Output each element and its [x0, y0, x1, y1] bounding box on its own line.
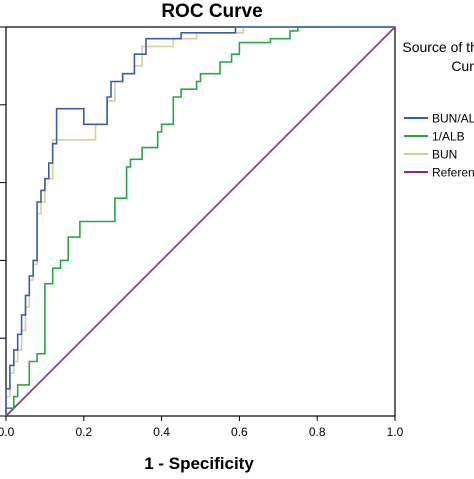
series-line-reference-line — [5, 26, 396, 417]
x-tick-label: 0.0 — [0, 425, 15, 439]
x-tick-label: 0.6 — [231, 425, 248, 439]
x-tick-label: 0.4 — [153, 425, 170, 439]
legend-label-bun: BUN — [432, 148, 457, 162]
legend-label-1-alb: 1/ALB — [432, 130, 465, 144]
series-line-1-alb — [5, 26, 395, 416]
x-tick-label: 1.0 — [387, 425, 404, 439]
plot-frame — [5, 26, 396, 417]
x-tick-label: 0.2 — [75, 425, 92, 439]
legend-title-line-1: Source of the — [402, 39, 474, 55]
legend-title-line-2: Curve — [451, 58, 474, 74]
x-tick-label: 0.8 — [309, 425, 326, 439]
legend-label-bun-alb: BUN/ALB — [432, 112, 474, 126]
legend-label-reference-line: Reference Line — [432, 166, 474, 180]
x-axis-label: 1 - Specificity — [144, 454, 254, 473]
plot-area: 0.0 0.2 0.4 0.6 0.8 1.0 — [0, 26, 404, 439]
chart-title: ROC Curve — [161, 1, 262, 22]
legend: BUN/ALB 1/ALB BUN Reference Line — [404, 112, 474, 180]
series-line-bun-alb — [5, 26, 395, 416]
